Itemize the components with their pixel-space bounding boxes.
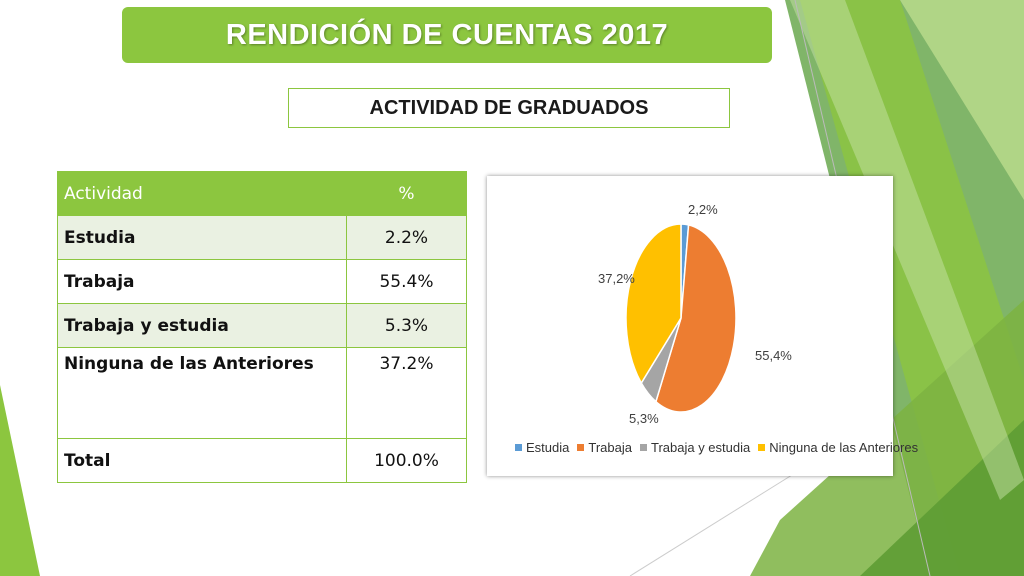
row-label: Trabaja (57, 259, 347, 304)
total-row: Total 100.0% (57, 438, 467, 483)
pie-slice-trabaja (655, 223, 737, 413)
total-value: 100.0% (346, 438, 467, 483)
total-label: Total (57, 438, 347, 483)
table-row: Trabaja y estudia 5.3% (57, 303, 467, 348)
pie-data-label: 37,2% (598, 271, 635, 286)
row-value: 5.3% (346, 303, 467, 348)
chart-legend: Estudia Trabaja Trabaja y estudia Ningun… (515, 440, 918, 455)
header-percent: % (346, 171, 467, 216)
table-row: Ninguna de las Anteriores 37.2% (57, 347, 467, 439)
pie-data-label: 2,2% (688, 202, 718, 217)
legend-item: Trabaja (577, 440, 632, 455)
graduates-activity-table: Actividad % Estudia 2.2% Trabaja 55.4% T… (57, 171, 467, 483)
table-row: Estudia 2.2% (57, 215, 467, 260)
pie-chart-panel: 2,2% 55,4% 5,3% 37,2% Estudia Trabaja Traba… (487, 176, 918, 476)
table-header-row: Actividad % (57, 171, 467, 216)
row-value: 37.2% (346, 347, 467, 439)
row-label: Estudia (57, 215, 347, 260)
legend-label: Trabaja y estudia (650, 440, 751, 455)
pie-data-label: 5,3% (629, 411, 659, 426)
pie-data-label: 55,4% (755, 348, 792, 363)
section-subtitle: ACTIVIDAD DE GRADUADOS (288, 88, 730, 128)
row-label: Trabaja y estudia (57, 303, 347, 348)
row-value: 55.4% (346, 259, 467, 304)
pie-chart: 2,2% 55,4% 5,3% 37,2% (598, 202, 792, 426)
legend-label: Trabaja (588, 440, 632, 455)
title-banner: RENDICIÓN DE CUENTAS 2017 (122, 7, 772, 63)
table-row: Trabaja 55.4% (57, 259, 467, 304)
header-activity: Actividad (57, 171, 347, 216)
legend-item: Ninguna de las Anteriores (758, 440, 918, 455)
pie-slice-ninguna-de-las-anteriores (625, 223, 682, 385)
legend-label: Estudia (526, 440, 570, 455)
row-value: 2.2% (346, 215, 467, 260)
page-title: RENDICIÓN DE CUENTAS 2017 (225, 18, 669, 51)
row-label: Ninguna de las Anteriores (57, 347, 347, 439)
legend-item: Estudia (515, 440, 569, 455)
legend-item: Trabaja y estudia (639, 440, 751, 455)
legend-label: Ninguna de las Anteriores (769, 440, 919, 455)
